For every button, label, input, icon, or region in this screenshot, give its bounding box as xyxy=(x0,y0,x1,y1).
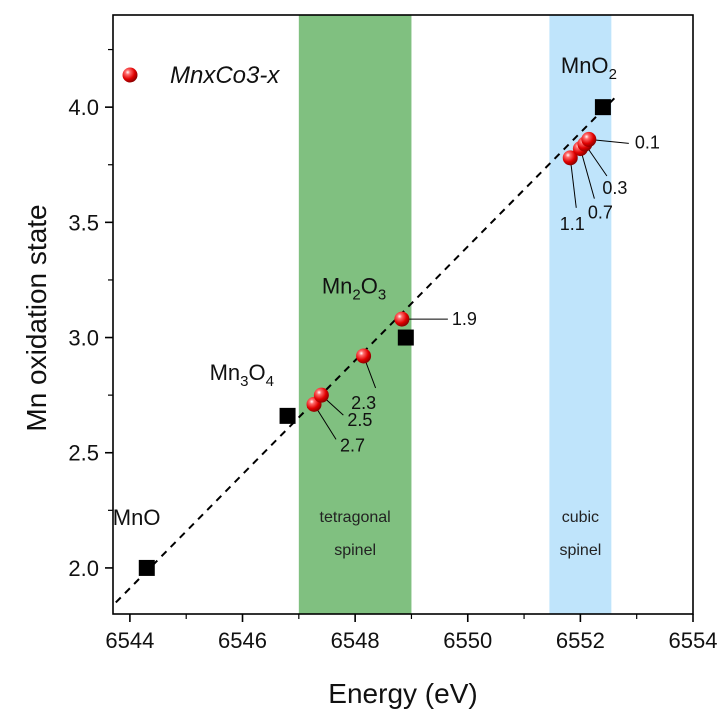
axes-layer: 6544 6546 6548 6550 6552 6554 2.0 2.5 3.0 3.5 4.0 xyxy=(68,14,718,653)
region-label-line1-0: tetragonal xyxy=(320,509,391,526)
x-axis-title: Energy (eV) xyxy=(328,678,477,709)
y-tick-label: 2.0 xyxy=(68,556,99,581)
reference-label-sub2: 4 xyxy=(266,373,274,390)
legend: MnxCo3-x xyxy=(122,62,280,89)
reference-label-1: Mn3O4 xyxy=(210,360,274,390)
reference-label-2: Mn2O3 xyxy=(322,274,386,304)
region-label-line1-1: cubic xyxy=(562,509,599,526)
region-label-line2-0: spinel xyxy=(334,542,376,559)
region-band-0 xyxy=(298,15,412,614)
y-axis-title: Mn oxidation state xyxy=(21,204,52,431)
sample-point-2 xyxy=(356,348,372,364)
reference-point-0 xyxy=(138,559,155,576)
reference-label-3: MnO2 xyxy=(561,53,617,83)
sample-point-4 xyxy=(562,150,578,166)
sample-label-1: 2.5 xyxy=(347,410,372,430)
x-tick-label: 6554 xyxy=(669,628,718,653)
reference-label-sub: 2 xyxy=(352,287,360,304)
y-tick-label: 3.5 xyxy=(68,210,99,235)
x-tick-label: 6552 xyxy=(556,628,605,653)
reference-label-sub: 2 xyxy=(609,66,617,83)
sample-label-0: 2.7 xyxy=(340,435,365,455)
reference-point-1 xyxy=(279,407,296,424)
sample-label-3: 1.9 xyxy=(452,309,477,329)
region-label-0: tetragonal spinel xyxy=(320,509,391,559)
reference-label-suffix: O xyxy=(361,274,378,299)
y-tick-label: 2.5 xyxy=(68,441,99,466)
reference-label-sub2: 3 xyxy=(378,287,386,304)
x-tick-label: 6550 xyxy=(443,628,492,653)
region-label-1: cubic spinel xyxy=(559,509,601,559)
sample-label-7: 0.1 xyxy=(635,132,660,152)
reference-point-3 xyxy=(594,99,611,116)
sample-leader-4 xyxy=(569,157,577,208)
sample-point-7 xyxy=(581,131,597,147)
reference-label-name: Mn xyxy=(322,274,353,299)
x-tick-label: 6546 xyxy=(218,628,267,653)
reference-label-name: MnO xyxy=(561,53,609,78)
sample-label-4: 1.1 xyxy=(560,214,585,234)
legend-marker-sphere xyxy=(122,67,138,83)
y-tick-label: 4.0 xyxy=(68,95,99,120)
legend-label: MnxCo3-x xyxy=(170,62,280,89)
sample-point-3 xyxy=(394,311,410,327)
sample-label-2: 2.3 xyxy=(351,393,376,413)
plot-frame xyxy=(112,14,694,615)
x-tick-label: 6544 xyxy=(105,628,154,653)
x-tick-label: 6548 xyxy=(331,628,380,653)
sample-leader-5 xyxy=(579,148,595,199)
reference-label-suffix: O xyxy=(248,360,265,385)
reference-label-name: Mn xyxy=(210,360,241,385)
reference-label-name: MnO xyxy=(113,505,161,530)
reference-label-sub: 3 xyxy=(240,373,248,390)
sample-label-6: 0.3 xyxy=(602,178,627,198)
sample-layer xyxy=(306,131,597,412)
sample-point-1 xyxy=(313,387,329,403)
sample-label-5: 0.7 xyxy=(588,203,613,223)
reference-point-2 xyxy=(397,329,414,346)
region-label-line2-1: spinel xyxy=(559,542,601,559)
reference-label-0: MnO xyxy=(113,505,161,530)
connectors-layer: 2.7 2.52.3 1.9 1.10.7 0.3 0.1 xyxy=(313,132,660,455)
y-tick-label: 3.0 xyxy=(68,326,99,351)
